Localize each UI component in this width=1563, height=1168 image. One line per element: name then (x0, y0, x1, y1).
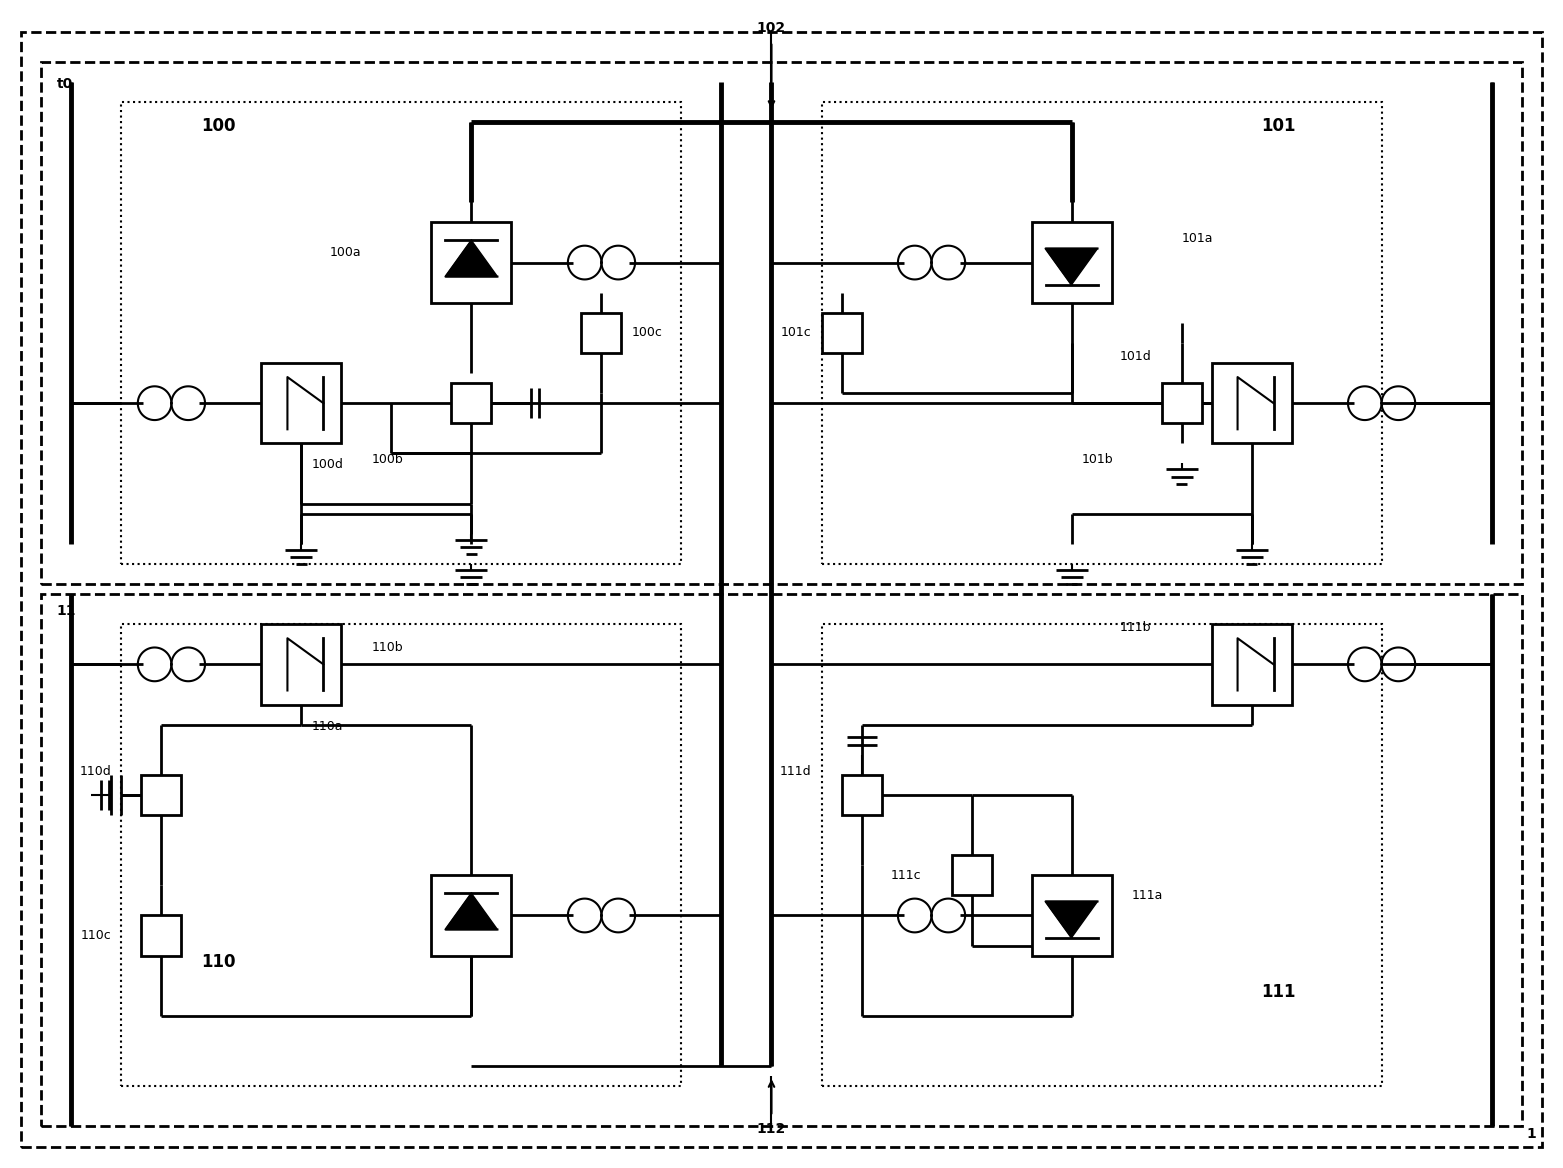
Polygon shape (1238, 377, 1274, 430)
Text: 101: 101 (1261, 117, 1296, 135)
Polygon shape (288, 377, 324, 430)
Text: 110b: 110b (372, 641, 403, 654)
Bar (1211, 624, 1291, 704)
Text: 111b: 111b (1121, 621, 1152, 634)
Bar (122, 102, 681, 564)
Text: 100: 100 (202, 117, 236, 135)
Bar (1211, 363, 1291, 444)
Text: 101b: 101b (1082, 453, 1113, 466)
Bar (841, 774, 882, 815)
Bar (1032, 222, 1111, 303)
Text: 110: 110 (202, 953, 236, 971)
Text: 101d: 101d (1119, 350, 1152, 363)
Bar (581, 313, 622, 353)
Text: t0: t0 (56, 77, 72, 91)
Text: 100a: 100a (330, 246, 361, 259)
Polygon shape (1238, 638, 1274, 690)
Text: 11: 11 (56, 604, 77, 618)
Bar (141, 916, 181, 955)
Text: 110a: 110a (311, 719, 342, 732)
Text: 111c: 111c (891, 869, 922, 882)
Polygon shape (1046, 902, 1097, 938)
Bar (822, 102, 1382, 564)
Bar (1161, 383, 1202, 423)
Text: 111d: 111d (780, 765, 811, 778)
Bar (261, 624, 341, 704)
Bar (141, 774, 181, 815)
Text: 100b: 100b (372, 453, 403, 466)
Text: 112: 112 (756, 1122, 786, 1136)
Bar (261, 363, 341, 444)
Bar (41, 62, 1522, 584)
Polygon shape (445, 894, 497, 930)
Bar (822, 313, 861, 353)
Text: 100d: 100d (311, 458, 344, 472)
Polygon shape (445, 241, 497, 277)
Bar (952, 855, 991, 896)
Polygon shape (288, 638, 324, 690)
Text: 101a: 101a (1182, 232, 1213, 245)
Text: 100c: 100c (631, 326, 663, 340)
Text: 111a: 111a (1132, 889, 1163, 902)
Bar (431, 222, 511, 303)
Text: 102: 102 (756, 21, 786, 35)
Bar (1032, 875, 1111, 955)
Text: 111: 111 (1261, 982, 1296, 1001)
Bar (431, 875, 511, 955)
Text: 101c: 101c (782, 326, 811, 340)
Polygon shape (1046, 249, 1097, 285)
Bar (452, 383, 491, 423)
Text: 1: 1 (1527, 1127, 1536, 1141)
Bar (122, 624, 681, 1086)
Bar (822, 624, 1382, 1086)
Text: 110d: 110d (80, 765, 111, 778)
Bar (41, 595, 1522, 1126)
Text: 110c: 110c (81, 929, 111, 943)
